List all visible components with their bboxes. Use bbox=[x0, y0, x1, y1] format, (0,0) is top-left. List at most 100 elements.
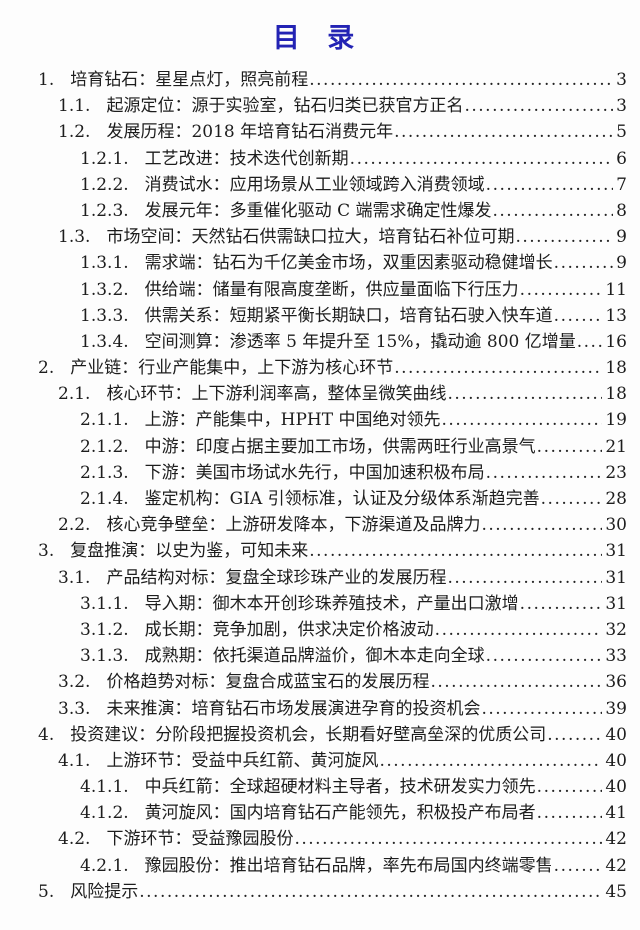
dot-leader bbox=[486, 172, 614, 198]
toc-entry-title: 黄河旋风：国内培育钻石产能领先，积极投产布局者 bbox=[144, 803, 536, 824]
dot-leader bbox=[541, 486, 603, 512]
toc-entry-1-3-3[interactable]: 1.3.3. 供需关系：短期紧平衡长期缺口，培育钻石驶入快车道 13 bbox=[0, 303, 627, 329]
toc-entry-3-1[interactable]: 3.1. 产品结构对标：复盘全球珍珠产业的发展历程 31 bbox=[0, 565, 627, 591]
toc-entry-number: 4.1. bbox=[58, 750, 91, 771]
toc-entry-number: 5. bbox=[38, 881, 55, 902]
toc-entry-number: 1.2.1. bbox=[80, 148, 129, 169]
toc-entry-4[interactable]: 4. 投资建议：分阶段把握投资机会，长期看好壁高垒深的优质公司 40 bbox=[0, 722, 627, 748]
toc-entry-title: 发展元年：多重催化驱动 C 端需求确定性爆发 bbox=[144, 200, 492, 221]
dot-leader bbox=[537, 774, 603, 800]
toc-entry-number: 2.2. bbox=[58, 515, 91, 536]
toc-entry-2-2[interactable]: 2.2. 核心竞争壁垒：上游研发降本，下游渠道及品牌力 30 bbox=[0, 512, 627, 538]
toc-entry-2-1-3[interactable]: 2.1.3. 下游：美国市场试水先行，中国加速积极布局 23 bbox=[0, 460, 627, 486]
toc-entry-1-2-1[interactable]: 1.2.1. 工艺改进：技术迭代创新期 6 bbox=[0, 146, 627, 172]
toc-entry-page: 33 bbox=[605, 646, 627, 667]
toc-entry-number: 4.2. bbox=[58, 829, 91, 850]
toc-entry-3-3[interactable]: 3.3. 未来推演：培育钻石市场发展演进孕育的投资机会 39 bbox=[0, 696, 627, 722]
toc-entry-1[interactable]: 1. 培育钻石：星星点灯，照亮前程 3 bbox=[0, 67, 627, 93]
toc-entry-number: 4. bbox=[38, 724, 55, 745]
dot-leader bbox=[442, 407, 603, 433]
toc-entry-page: 30 bbox=[605, 515, 627, 536]
toc-entry-1-3-1[interactable]: 1.3.1. 需求端：钻石为千亿美金市场，双重因素驱动稳健增长 9 bbox=[0, 250, 627, 276]
toc-entry-title: 成熟期：依托渠道品牌溢价，御木本走向全球 bbox=[144, 646, 485, 667]
toc-entry-page: 39 bbox=[605, 698, 627, 719]
toc-entry-title: 鉴定机构：GIA 引领标准，认证及分级体系渐趋完善 bbox=[144, 489, 540, 509]
toc-entry-1-1[interactable]: 1.1. 起源定位：源于实验室，钻石归类已获官方正名 3 bbox=[0, 93, 627, 119]
toc-entry-number: 3.2. bbox=[58, 672, 91, 693]
toc-entry-3-1-2[interactable]: 3.1.2. 成长期：竞争加剧，供求决定价格波动 32 bbox=[0, 617, 627, 643]
toc-entry-number: 3. bbox=[38, 541, 55, 562]
toc-entry-1-2[interactable]: 1.2. 发展历程：2018 年培育钻石消费元年 5 bbox=[0, 119, 627, 145]
toc-entry-number: 1.3.2. bbox=[80, 279, 129, 300]
dot-leader bbox=[520, 591, 603, 617]
toc-entry-page: 9 bbox=[616, 253, 627, 274]
toc-entry-2-1-2[interactable]: 2.1.2. 中游：印度占据主要加工市场，供需两旺行业高景气 21 bbox=[0, 434, 627, 460]
toc-entry-title: 空间测算：渗透率 5 年提升至 15%，撬动逾 800 亿增量 bbox=[144, 331, 576, 352]
toc-entry-page: 16 bbox=[605, 331, 627, 352]
toc-entry-title: 导入期：御木本开创珍珠养殖技术，产量出口激增 bbox=[144, 593, 519, 614]
dot-leader bbox=[520, 277, 603, 303]
toc-entry-3[interactable]: 3. 复盘推演：以史为鉴，可知未来 31 bbox=[0, 538, 627, 564]
toc-entry-title: 复盘推演：以史为鉴，可知未来 bbox=[70, 541, 309, 562]
toc-entry-number: 1.2. bbox=[58, 122, 91, 143]
toc-entry-title: 价格趋势对标：复盘合成蓝宝石的发展历程 bbox=[106, 672, 430, 693]
dot-leader bbox=[547, 722, 602, 748]
dot-leader bbox=[554, 250, 614, 276]
toc-entry-page: 13 bbox=[605, 305, 627, 326]
toc-entry-page: 41 bbox=[605, 803, 627, 824]
toc-entry-page: 6 bbox=[616, 148, 627, 169]
toc-entry-number: 3.1.2. bbox=[80, 619, 129, 640]
toc-entry-title: 下游：美国市场试水先行，中国加速积极布局 bbox=[144, 462, 485, 483]
toc-entry-number: 3.1. bbox=[58, 567, 91, 588]
toc-entry-page: 40 bbox=[605, 724, 627, 745]
toc-entry-1-3-4[interactable]: 1.3.4. 空间测算：渗透率 5 年提升至 15%，撬动逾 800 亿增量 1… bbox=[0, 329, 627, 355]
toc-list: 1. 培育钻石：星星点灯，照亮前程 3 1.1. 起源定位：源于实验室，钻石归类… bbox=[0, 67, 627, 905]
toc-entry-4-1-1[interactable]: 4.1.1. 中兵红箭：全球超硬材料主导者，技术研发实力领先 40 bbox=[0, 774, 627, 800]
dot-leader bbox=[294, 826, 602, 852]
toc-entry-title: 上游环节：受益中兵红箭、黄河旋风 bbox=[106, 750, 379, 771]
toc-entry-page: 40 bbox=[605, 750, 627, 771]
toc-entry-number: 3.1.1. bbox=[80, 593, 129, 614]
page-title: 目 录 bbox=[272, 23, 364, 54]
toc-entry-number: 2.1.3. bbox=[80, 462, 129, 483]
toc-entry-3-2[interactable]: 3.2. 价格趋势对标：复盘合成蓝宝石的发展历程 36 bbox=[0, 669, 627, 695]
toc-entry-number: 1.3.1. bbox=[80, 253, 129, 274]
toc-entry-5[interactable]: 5. 风险提示 45 bbox=[0, 879, 627, 905]
dot-leader bbox=[515, 224, 613, 250]
toc-entry-number: 1.2.2. bbox=[80, 174, 129, 195]
toc-entry-2-1[interactable]: 2.1. 核心环节：上下游利润率高，整体呈微笑曲线 18 bbox=[0, 381, 627, 407]
toc-entry-4-1-2[interactable]: 4.1.2. 黄河旋风：国内培育钻石产能领先，积极投产布局者 41 bbox=[0, 800, 627, 826]
toc-entry-4-2-1[interactable]: 4.2.1. 豫园股份：推出培育钻石品牌，率先布局国内终端零售 42 bbox=[0, 853, 627, 879]
toc-entry-page: 8 bbox=[616, 200, 627, 221]
toc-entry-title: 产业链：行业产能集中，上下游为核心环节 bbox=[70, 358, 394, 379]
toc-entry-page: 31 bbox=[605, 541, 627, 562]
toc-entry-3-1-3[interactable]: 3.1.3. 成熟期：依托渠道品牌溢价，御木本走向全球 33 bbox=[0, 643, 627, 669]
toc-entry-title: 需求端：钻石为千亿美金市场，双重因素驱动稳健增长 bbox=[144, 253, 553, 274]
toc-entry-1-2-3[interactable]: 1.2.3. 发展元年：多重催化驱动 C 端需求确定性爆发 8 bbox=[0, 198, 627, 224]
dot-leader bbox=[447, 565, 602, 591]
toc-entry-1-2-2[interactable]: 1.2.2. 消费试水：应用场景从工业领域跨入消费领域 7 bbox=[0, 172, 627, 198]
toc-entry-2-1-4[interactable]: 2.1.4. 鉴定机构：GIA 引领标准，认证及分级体系渐趋完善 28 bbox=[0, 486, 627, 512]
toc-entry-number: 1.1. bbox=[58, 96, 91, 117]
toc-entry-number: 3.1.3. bbox=[80, 646, 129, 667]
toc-entry-page: 40 bbox=[605, 777, 627, 798]
toc-entry-4-2[interactable]: 4.2. 下游环节：受益豫园股份 42 bbox=[0, 826, 627, 852]
toc-entry-number: 4.1.1. bbox=[80, 777, 129, 798]
toc-entry-2-1-1[interactable]: 2.1.1. 上游：产能集中，HPHT 中国绝对领先 19 bbox=[0, 407, 627, 433]
dot-leader bbox=[486, 460, 603, 486]
toc-entry-page: 31 bbox=[605, 593, 627, 614]
toc-entry-4-1[interactable]: 4.1. 上游环节：受益中兵红箭、黄河旋风 40 bbox=[0, 748, 627, 774]
toc-entry-page: 11 bbox=[605, 279, 627, 300]
toc-entry-title: 供需关系：短期紧平衡长期缺口，培育钻石驶入快车道 bbox=[144, 305, 553, 326]
toc-entry-title: 中游：印度占据主要加工市场，供需两旺行业高景气 bbox=[144, 436, 536, 457]
toc-entry-page: 42 bbox=[605, 855, 627, 876]
toc-entry-1-3-2[interactable]: 1.3.2. 供给端：储量有限高度垄断，供应量面临下行压力 11 bbox=[0, 277, 627, 303]
dot-leader bbox=[309, 67, 613, 93]
toc-entry-1-3[interactable]: 1.3. 市场空间：天然钻石供需缺口拉大，培育钻石补位可期 9 bbox=[0, 224, 627, 250]
toc-entry-title: 市场空间：天然钻石供需缺口拉大，培育钻石补位可期 bbox=[106, 227, 515, 248]
toc-entry-page: 23 bbox=[605, 462, 627, 483]
toc-entry-number: 1. bbox=[38, 70, 55, 90]
toc-entry-title: 中兵红箭：全球超硬材料主导者，技术研发实力领先 bbox=[144, 777, 536, 798]
toc-entry-3-1-1[interactable]: 3.1.1. 导入期：御木本开创珍珠养殖技术，产量出口激增 31 bbox=[0, 591, 627, 617]
toc-entry-2[interactable]: 2. 产业链：行业产能集中，上下游为核心环节 18 bbox=[0, 355, 627, 381]
